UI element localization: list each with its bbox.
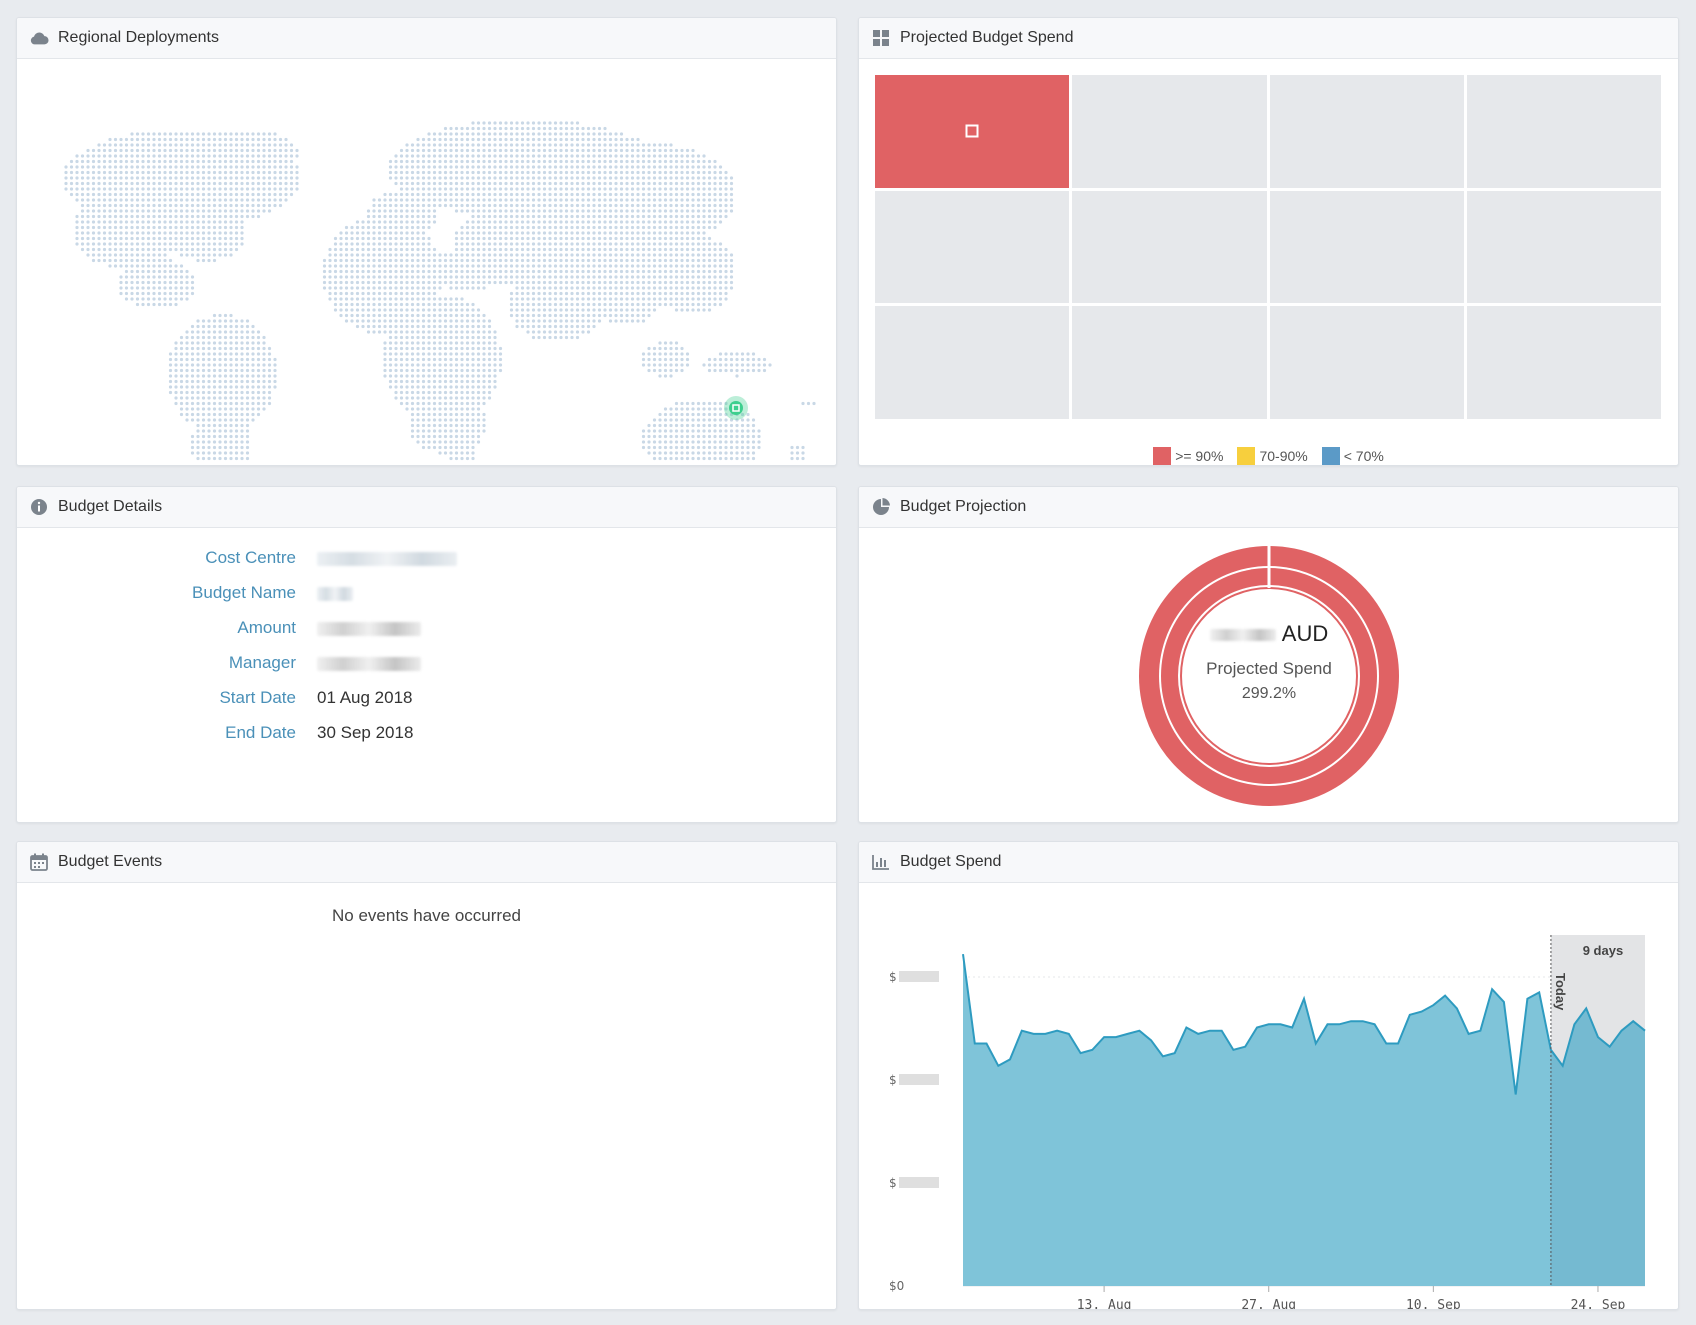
forecast-label: 9 days [1583,943,1623,958]
map-dots [64,121,816,461]
world-map [17,59,836,465]
detail-row: Budget Name [17,583,836,607]
budget-events-header: Budget Events [17,842,836,883]
redacted-value [317,583,353,603]
y-tick-label: $ [889,1176,897,1190]
legend-swatch [1321,447,1340,465]
detail-label: Amount [237,618,296,637]
budget-heatmap [875,75,1661,419]
deployment-marker[interactable] [724,396,748,420]
heatmap-cell[interactable] [1269,306,1464,419]
heatmap-legend: >= 90% 70-90% < 70% [859,447,1678,465]
redacted-tick [899,971,939,982]
cloud-icon [29,28,49,48]
redacted-value [317,548,457,568]
projected-budget-spend-header: Projected Budget Spend [859,18,1678,59]
spend-area [963,954,1645,1286]
budget-projection-panel: Budget Projection AUD Projected Spend 29… [858,486,1679,823]
legend-item[interactable]: < 70% [1321,447,1384,465]
redacted-value [317,653,421,673]
detail-row: Manager [17,653,836,677]
budget-details-list: Cost Centre Budget Name Amount Manager Start… [17,528,836,822]
legend-label: < 70% [1343,448,1384,464]
redaction-blur [317,586,353,601]
budget-spend-header: Budget Spend [859,842,1678,883]
empty-events-message: No events have occurred [332,906,521,925]
regional-deployments-panel: Regional Deployments [16,17,837,466]
heatmap-cell[interactable] [1466,190,1661,304]
pie-chart-icon [871,497,891,517]
budget-marker-icon[interactable] [965,124,979,138]
heatmap-cell[interactable] [875,75,1070,188]
x-tick-label: 27. Aug [1241,1298,1296,1310]
heatmap-cell[interactable] [875,190,1070,304]
redacted-value [317,618,421,638]
forecast-area [1550,1008,1645,1286]
detail-label: Manager [228,653,296,672]
x-tick-label: 24. Sep [1571,1298,1626,1310]
budget-details-panel: Budget Details Cost Centre Budget Name Amo… [16,486,837,823]
legend-item[interactable]: >= 90% [1153,447,1223,465]
heatmap-cell[interactable] [1072,306,1267,419]
detail-label: Start Date [219,688,296,707]
redacted-tick [899,1074,939,1085]
detail-row: Start Date 01 Aug 2018 [17,688,836,712]
budget-spend-panel: Budget Spend Today 9 days $0 $ $ $13. Aug 27. … [858,841,1679,1310]
y-tick-label: $0 [889,1279,904,1293]
redaction-blur [317,621,421,636]
panel-title: Budget Projection [900,498,1027,515]
heatmap-cell[interactable] [1072,190,1267,304]
budget-projection-header: Budget Projection [859,487,1678,528]
budget-details-header: Budget Details [17,487,836,528]
heatmap-cell[interactable] [1072,75,1267,188]
world-map-svg [64,121,816,461]
projected-spend-caption: Projected Spend [1206,659,1332,678]
legend-label: >= 90% [1175,448,1224,464]
detail-value: 01 Aug 2018 [317,688,413,707]
budget-events-panel: Budget Events No events have occurred [16,841,837,1310]
redacted-amount [1209,629,1276,642]
projected-budget-spend-panel: Projected Budget Spend >= 90% 70-90% < 70% [858,17,1679,466]
panel-title: Budget Events [58,853,163,870]
legend-item[interactable]: 70-90% [1237,447,1308,465]
projected-amount: AUD [1159,621,1379,647]
heatmap-cell[interactable] [875,306,1070,419]
heatmap-cell[interactable] [1269,190,1464,304]
x-tick-label: 13. Aug [1077,1298,1132,1310]
legend-swatch [1237,447,1256,465]
budget-spend-chart: Today 9 days $0 $ $ $13. Aug 27. Aug 10. Sep 24.… [889,935,1646,1310]
ring-divider [1267,545,1271,588]
heatmap-cell[interactable] [1269,75,1464,188]
bar-chart-icon [871,852,891,872]
legend-swatch [1153,447,1172,465]
y-tick-label: $ [889,970,897,984]
y-tick-label: $ [889,1073,897,1087]
panel-title: Projected Budget Spend [900,29,1074,46]
legend-label: 70-90% [1259,448,1308,464]
grid-icon [871,28,891,48]
detail-value: 30 Sep 2018 [317,723,414,742]
detail-label: End Date [225,723,296,742]
info-icon [29,497,49,517]
spend-line[interactable] [962,953,1646,1095]
currency-label: AUD [1281,621,1329,646]
detail-label: Budget Name [192,583,296,602]
redaction-blur [317,551,457,566]
detail-row: End Date 30 Sep 2018 [17,723,836,747]
detail-row: Cost Centre [17,548,836,572]
panel-title: Budget Spend [900,853,1002,870]
panel-title: Regional Deployments [58,29,219,46]
projected-percent: 299.2% [1241,685,1297,702]
heatmap-cell[interactable] [1466,75,1661,188]
today-label: Today [1553,973,1568,1011]
redaction-blur [317,656,421,671]
x-tick-label: 10. Sep [1406,1298,1461,1310]
regional-deployments-header: Regional Deployments [17,18,836,59]
heatmap-cell[interactable] [1466,306,1661,419]
redacted-tick [899,1177,939,1188]
detail-row: Amount [17,618,836,642]
panel-title: Budget Details [58,498,163,515]
calendar-icon [29,852,49,872]
detail-label: Cost Centre [205,548,296,567]
